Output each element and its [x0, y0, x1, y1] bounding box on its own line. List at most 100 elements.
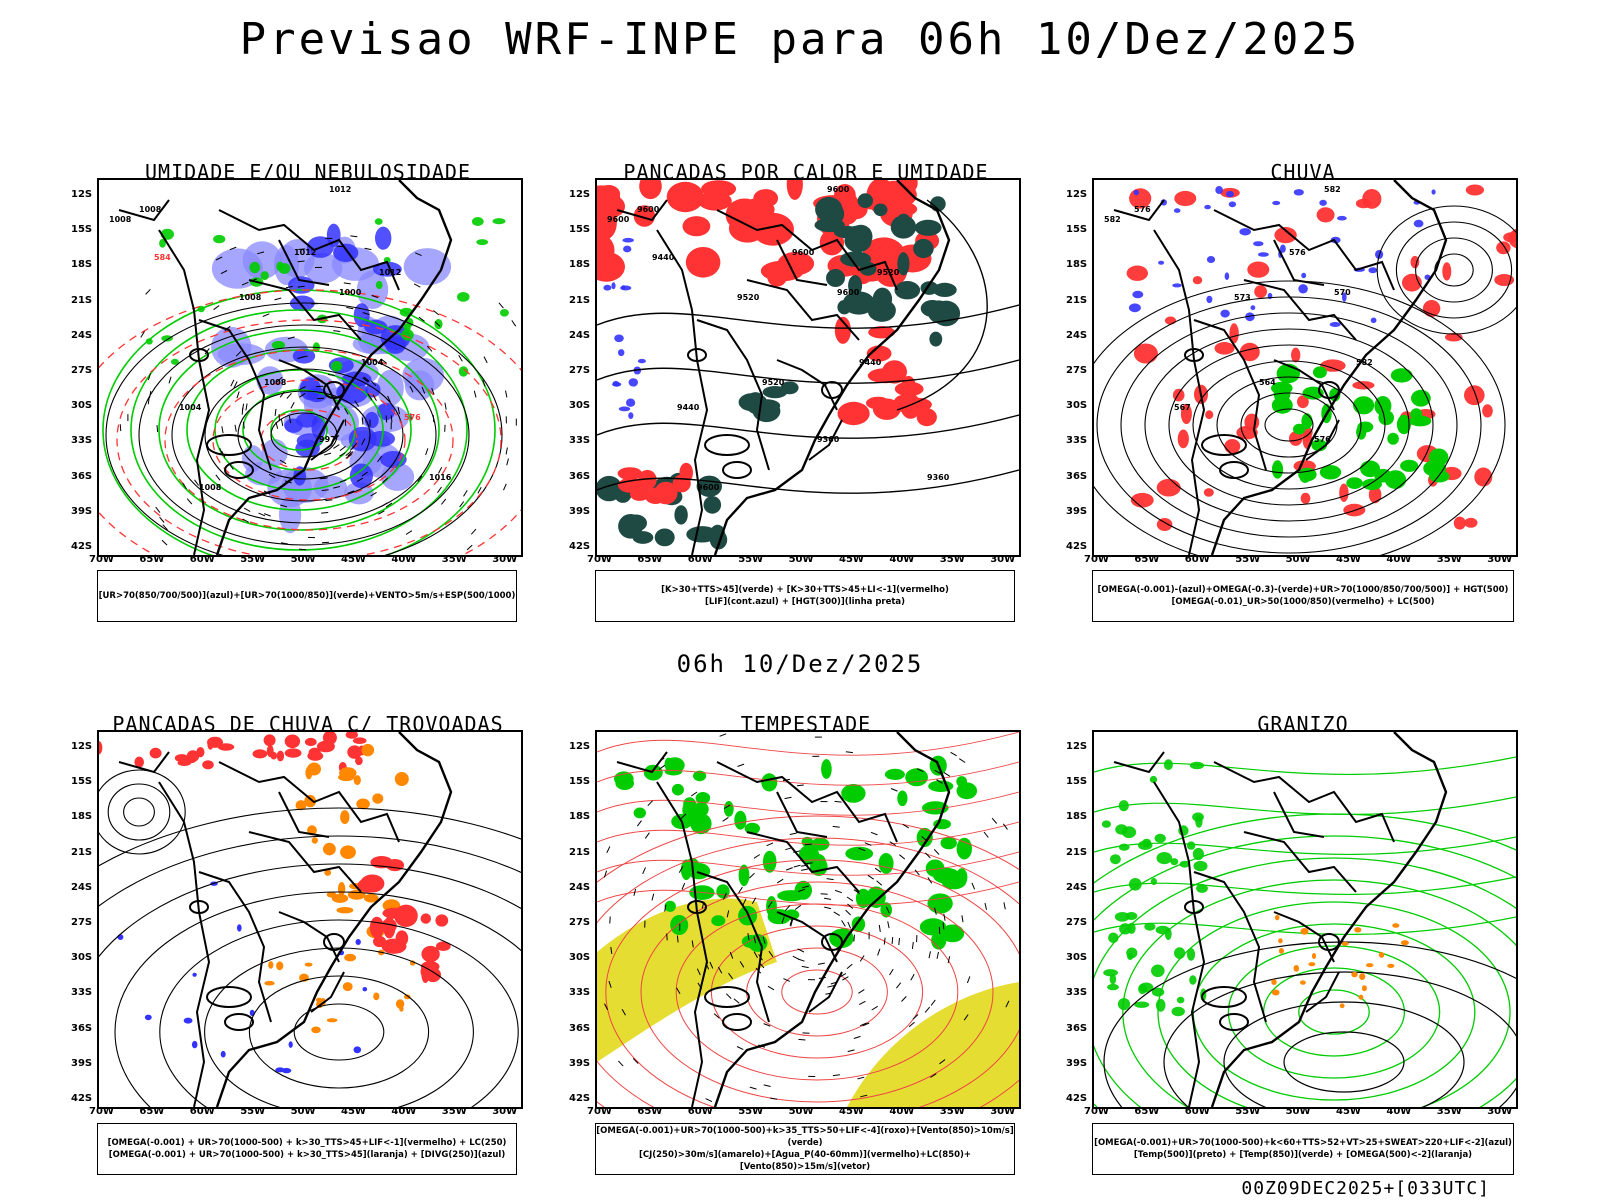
contour-label: 1004 — [179, 403, 202, 412]
lon-tick-label: 45W — [341, 554, 366, 565]
lon-tick-label: 45W — [839, 1106, 864, 1117]
lon-tick-label: 30W — [492, 554, 518, 565]
lon-tick-label: 40W — [889, 1106, 915, 1117]
page-title: Previsao WRF-INPE para 06h 10/Dez/2025 — [239, 14, 1361, 65]
lat-tick-label: 27S — [71, 365, 93, 376]
contour-label: 1012 — [294, 248, 316, 257]
lat-tick-label: 15S — [71, 776, 93, 788]
contour-label: 1008 — [139, 205, 162, 214]
lon-tick-label: 65W — [139, 1106, 165, 1117]
lon-tick-label: 55W — [240, 554, 266, 565]
forecast-time-label: 06h 10/Dez/2025 — [676, 650, 924, 678]
lon-tick-label: 30W — [492, 1106, 518, 1117]
contour-label: 1004 — [361, 358, 384, 367]
lon-tick-label: 50W — [290, 554, 316, 565]
contour-label: 1008 — [199, 483, 222, 492]
lat-tick-label: 18S — [71, 811, 93, 823]
panel-5-map — [595, 730, 1021, 1109]
lon-tick-label: 65W — [637, 554, 663, 565]
lat-tick-label: 18S — [1066, 259, 1088, 271]
lat-tick-label: 27S — [1066, 917, 1088, 928]
contour-label: 1008 — [264, 378, 287, 387]
contour-label: 9440 — [652, 253, 675, 262]
contour-label: 9520 — [737, 293, 760, 302]
contour-label: 576 — [1134, 205, 1151, 214]
lon-tick-label: 70W — [89, 1106, 114, 1117]
lon-tick-label: 70W — [1084, 1106, 1109, 1117]
lat-tick-label: 42S — [569, 541, 591, 552]
lon-tick-label: 55W — [738, 554, 764, 565]
lon-tick-label: 45W — [839, 554, 864, 565]
lat-tick-label: 18S — [71, 259, 93, 271]
lat-tick-label: 18S — [569, 811, 591, 823]
lon-tick-label: 65W — [637, 1106, 663, 1117]
lon-tick-label: 35W — [1436, 1106, 1462, 1117]
lon-tick-label: 60W — [687, 554, 713, 565]
lat-tick-label: 24S — [569, 881, 591, 893]
lat-tick-label: 36S — [1066, 1022, 1088, 1034]
panel-4-map — [97, 730, 523, 1109]
lon-tick-label: 30W — [990, 554, 1016, 565]
contour-label: 582 — [1104, 215, 1121, 224]
contour-label: 9520 — [877, 268, 900, 277]
lon-tick-label: 40W — [391, 554, 417, 565]
lon-tick-label: 35W — [441, 554, 467, 565]
lon-tick-label: 60W — [189, 554, 215, 565]
contour-label: 9600 — [827, 185, 850, 194]
lat-tick-label: 39S — [71, 1057, 93, 1069]
lon-tick-label: 50W — [1285, 554, 1311, 565]
contour-label: 567 — [1174, 403, 1191, 412]
lat-tick-label: 42S — [71, 541, 93, 552]
legend-line: [OMEGA(-0.001)-(azul)+OMEGA(-0.3)-(verde… — [1097, 585, 1509, 595]
lat-tick-label: 12S — [71, 741, 93, 752]
lat-tick-label: 21S — [569, 294, 591, 306]
legend-line: [OMEGA(-0.001) + UR>70(1000-500) + k>30_… — [107, 1138, 507, 1148]
contour-label: 9600 — [697, 483, 720, 492]
lat-tick-label: 39S — [71, 505, 93, 517]
lat-tick-label: 33S — [569, 435, 591, 447]
lat-tick-label: 42S — [1066, 541, 1088, 552]
lat-tick-label: 27S — [569, 917, 591, 928]
lat-tick-label: 15S — [569, 224, 591, 236]
lon-tick-label: 40W — [391, 1106, 417, 1117]
contour-label: 9600 — [637, 205, 660, 214]
contour-label: 9440 — [859, 358, 882, 367]
lon-tick-label: 30W — [1487, 554, 1513, 565]
lat-tick-label: 36S — [71, 470, 93, 482]
lat-tick-label: 42S — [71, 1093, 93, 1104]
lat-tick-label: 36S — [71, 1022, 93, 1034]
panel-5-map-graphic — [597, 732, 1019, 1107]
lat-tick-label: 21S — [569, 846, 591, 858]
lon-tick-label: 60W — [1184, 1106, 1210, 1117]
legend-line: [OMEGA(-0.001)+UR>70(1000-500)+k<60+TTS>… — [1094, 1138, 1512, 1148]
contour-label: 1012 — [329, 185, 351, 194]
panel-1-legend: [UR>70(850/700/500)](azul)+[UR>70(1000/8… — [97, 570, 517, 622]
contour-label: 9360 — [817, 435, 840, 444]
lon-tick-label: 40W — [1386, 1106, 1412, 1117]
lon-tick-label: 60W — [1184, 554, 1210, 565]
lon-tick-label: 45W — [1336, 1106, 1361, 1117]
contour-label: 582 — [1324, 185, 1341, 194]
lat-tick-label: 30S — [569, 400, 591, 412]
legend-line: [OMEGA(-0.001)+UR>70(1000-500)+k>35_TTS>… — [596, 1126, 1014, 1148]
panel-6-map — [1092, 730, 1518, 1109]
lat-tick-label: 36S — [569, 470, 591, 482]
legend-line: [LIF](cont.azul) + [HGT(300)](linha pret… — [704, 597, 906, 607]
legend-line: [UR>70(850/700/500)](azul)+[UR>70(1000/8… — [98, 591, 516, 601]
lat-tick-label: 33S — [71, 435, 93, 447]
contour-label: 9600 — [607, 215, 630, 224]
panel-2-legend: [K>30+TTS>45](verde) + [K>30+TTS>45+LI<-… — [595, 570, 1015, 622]
lon-tick-label: 55W — [1235, 1106, 1261, 1117]
lon-tick-label: 70W — [587, 1106, 612, 1117]
panel-4-map-graphic — [99, 732, 521, 1107]
lon-tick-label: 50W — [1285, 1106, 1311, 1117]
lat-tick-label: 33S — [569, 987, 591, 999]
lon-tick-label: 35W — [441, 1106, 467, 1117]
panel-5-legend: [OMEGA(-0.001)+UR>70(1000-500)+k>35_TTS>… — [595, 1123, 1015, 1175]
lat-tick-label: 24S — [71, 329, 93, 341]
lon-tick-label: 60W — [687, 1106, 713, 1117]
lat-tick-label: 30S — [71, 400, 93, 412]
lat-tick-label: 21S — [1066, 294, 1088, 306]
lat-tick-label: 24S — [569, 329, 591, 341]
legend-line: [CJ(250)>30m/s](amarelo)+[Agua_P(40-60mm… — [638, 1150, 972, 1172]
